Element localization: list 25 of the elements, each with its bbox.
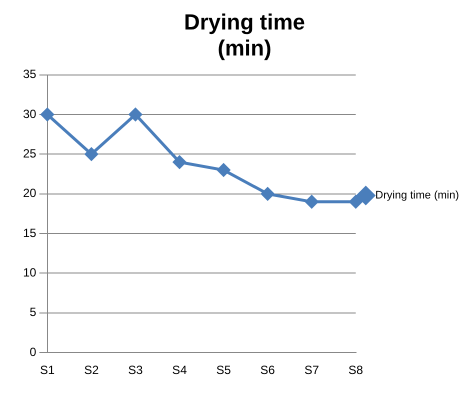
x-tick-label: S5 <box>216 363 232 378</box>
point <box>217 164 230 177</box>
y-tick-label: 5 <box>30 305 37 320</box>
point <box>84 148 98 161</box>
x-tick-label: S6 <box>260 363 276 378</box>
x-tick-label: S4 <box>172 363 188 378</box>
point <box>261 187 274 200</box>
point <box>173 156 186 169</box>
x-tick-label: S3 <box>128 363 144 378</box>
x-tick-label: S1 <box>40 363 56 378</box>
x-tick-label: S7 <box>304 363 320 378</box>
y-tick-label: 35 <box>22 67 37 82</box>
point <box>305 195 318 208</box>
y-tick-label: 10 <box>22 266 37 280</box>
chart-title: Drying time (min) <box>184 9 306 61</box>
y-tick-label: 15 <box>22 226 37 240</box>
y-tick-label: 0 <box>30 344 37 359</box>
x-tick-label: S8 <box>348 363 364 378</box>
legend-label: Drying time (min) <box>375 190 460 202</box>
x-tick-label: S2 <box>84 363 100 378</box>
y-tick-label: 25 <box>22 146 37 160</box>
y-tick-label: 30 <box>22 106 37 121</box>
point <box>349 195 362 208</box>
point <box>128 108 142 121</box>
y-tick-label: 20 <box>22 186 37 200</box>
